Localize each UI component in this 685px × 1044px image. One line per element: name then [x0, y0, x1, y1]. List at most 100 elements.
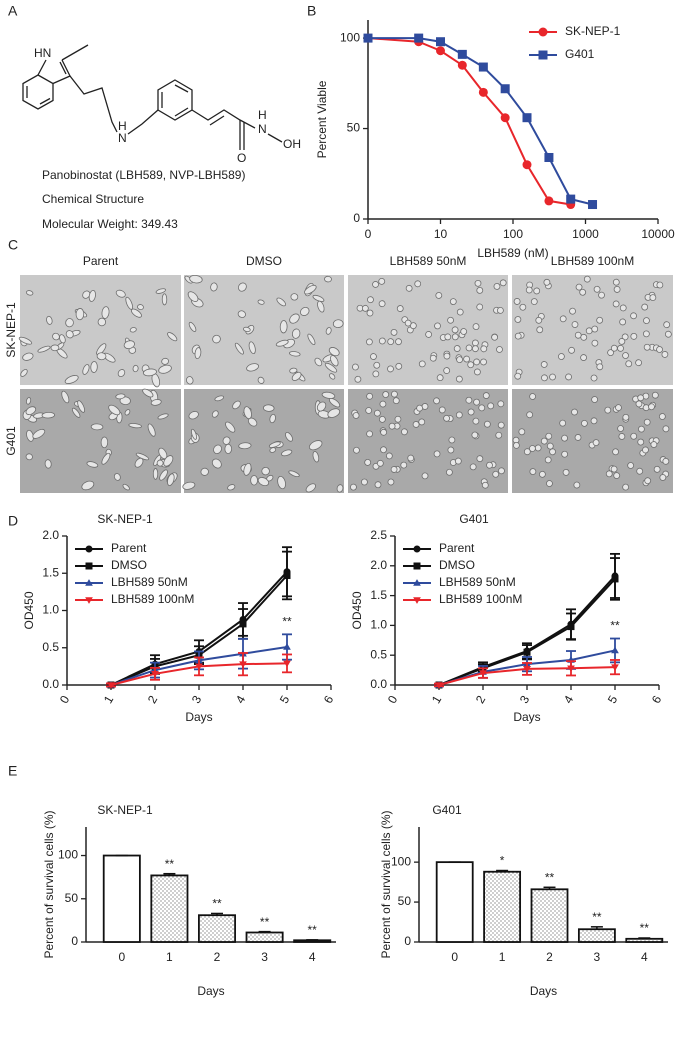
legend-marker	[413, 545, 421, 553]
cell	[378, 416, 386, 423]
cell	[325, 327, 332, 335]
x-axis-label: Days	[530, 984, 557, 998]
cell	[365, 407, 373, 414]
cell	[90, 423, 104, 431]
y-tick-label: 100	[391, 854, 411, 868]
cell	[354, 375, 362, 383]
cell	[248, 341, 256, 355]
cell	[376, 459, 384, 467]
y-tick-label: 1.5	[370, 588, 387, 602]
marker	[283, 660, 291, 668]
atom-label: N	[258, 122, 267, 136]
cell	[443, 367, 451, 374]
cell	[635, 359, 643, 367]
marker	[611, 664, 619, 671]
x-tick-label: 0	[57, 693, 73, 706]
cell	[100, 436, 109, 449]
cell	[167, 332, 178, 342]
annotation: **	[610, 619, 620, 633]
cell	[276, 297, 286, 307]
x-tick-label: 1	[101, 693, 117, 706]
y-tick-label: 50	[398, 894, 412, 908]
cell	[332, 319, 344, 329]
cell	[498, 467, 505, 475]
cell	[64, 375, 79, 384]
cell	[387, 478, 395, 486]
cell	[388, 422, 396, 430]
cell	[416, 404, 424, 412]
micrograph	[348, 389, 508, 493]
cell	[156, 459, 164, 467]
cell	[580, 333, 588, 341]
cell	[101, 306, 110, 319]
cell	[473, 398, 480, 406]
x-tick-label: 2	[546, 950, 553, 964]
cell	[539, 470, 546, 478]
cell	[487, 402, 495, 410]
cell	[378, 277, 386, 285]
cell	[445, 468, 453, 476]
cell	[404, 319, 412, 327]
cell	[546, 442, 554, 450]
significance-label: **	[165, 857, 175, 871]
cell	[638, 425, 645, 433]
cell	[559, 419, 567, 427]
cell	[22, 352, 34, 361]
y-tick-label: 0	[353, 211, 360, 225]
marker	[544, 196, 554, 206]
cell	[130, 308, 142, 318]
cell	[593, 285, 601, 293]
column-label: LBH589 100nM	[551, 254, 634, 268]
cell	[513, 298, 521, 305]
error-bar	[638, 937, 651, 939]
cell	[637, 394, 645, 402]
cell	[157, 413, 169, 420]
marker	[611, 646, 619, 654]
cell	[529, 445, 536, 452]
cell	[191, 428, 197, 440]
cell	[481, 481, 489, 489]
marker	[478, 62, 488, 72]
cell	[486, 461, 493, 469]
cell	[374, 481, 382, 489]
cell	[447, 316, 454, 324]
cell	[454, 457, 462, 465]
cell	[328, 347, 340, 357]
cell	[44, 459, 52, 469]
cell	[200, 467, 209, 476]
cell	[574, 331, 582, 339]
cell	[122, 483, 130, 491]
y-tick-label: 2.0	[42, 528, 59, 542]
cell	[476, 455, 484, 463]
cell	[581, 419, 588, 427]
y-tick-label: 0	[71, 934, 78, 948]
cell	[414, 280, 422, 288]
x-tick-label: 0	[365, 227, 372, 241]
legend-label: LBH589 100nM	[111, 592, 194, 606]
legend-marker	[85, 579, 93, 586]
x-tick-label: 1	[166, 950, 173, 964]
series-line	[368, 37, 593, 206]
legend-label: G401	[565, 47, 595, 61]
cell	[50, 344, 60, 352]
cell	[81, 480, 95, 491]
cell	[592, 439, 600, 447]
cell	[261, 466, 270, 476]
cell	[650, 441, 658, 448]
cell	[648, 403, 655, 411]
cell	[496, 346, 503, 353]
cell	[378, 300, 386, 308]
cell	[308, 440, 323, 451]
cell	[387, 338, 395, 346]
cell	[161, 293, 168, 306]
cell	[590, 374, 598, 382]
cell	[262, 404, 275, 412]
cell	[541, 374, 548, 382]
panel-label: E	[8, 763, 17, 779]
cell	[132, 364, 139, 373]
bar	[530, 888, 569, 943]
cell	[210, 282, 218, 292]
cell	[307, 333, 316, 346]
cell	[591, 396, 598, 403]
cell	[644, 477, 652, 485]
